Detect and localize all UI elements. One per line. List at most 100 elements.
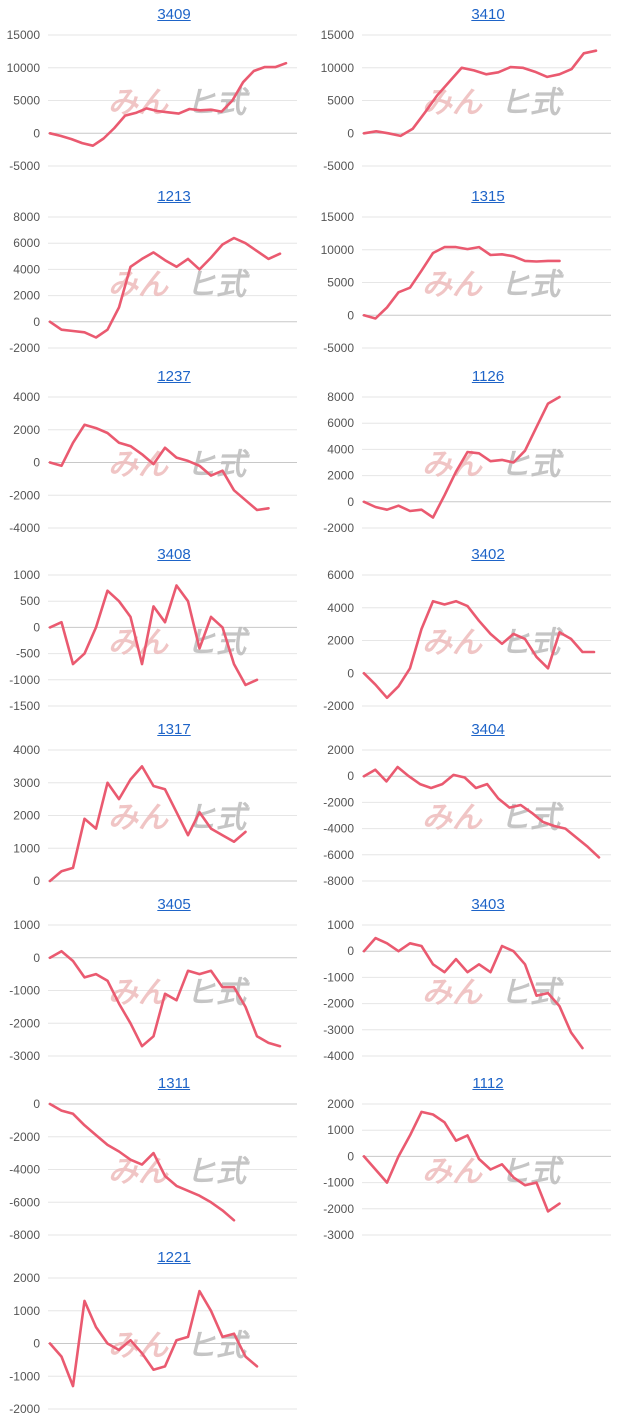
y-tick-label: 2000 bbox=[327, 743, 354, 757]
series-line bbox=[362, 395, 561, 519]
y-tick-label: 4000 bbox=[327, 442, 354, 456]
chart-title-link[interactable]: 1126 bbox=[471, 368, 505, 385]
series-line bbox=[48, 765, 247, 883]
y-tick-label: 5000 bbox=[327, 276, 354, 290]
line-chart-1237: 4000 2000 0 -2000 -4000 みん ヒ式 bbox=[9, 390, 297, 535]
y-tick-label: 0 bbox=[347, 769, 354, 783]
chart-panel-3403: 3403 1000 0 -1000 -2000 -3000 -4000 みん ヒ式 bbox=[314, 890, 614, 1063]
chart-title-link[interactable]: 3410 bbox=[471, 6, 505, 23]
y-tick-label: -4000 bbox=[9, 1163, 40, 1177]
chart-panel-3405: 3405 1000 0 -1000 -2000 -3000 みん ヒ式 bbox=[0, 890, 300, 1063]
line-chart-1213: 8000 6000 4000 2000 0 -2000 みん ヒ式 bbox=[9, 210, 297, 355]
watermark-logo: みん ヒ式 bbox=[422, 448, 564, 483]
y-tick-label: 1000 bbox=[13, 568, 40, 582]
y-tick-label: 0 bbox=[347, 126, 354, 140]
svg-text:みん: みん bbox=[108, 268, 169, 303]
series-line bbox=[362, 765, 601, 859]
chart-title-link[interactable]: 1112 bbox=[472, 1075, 504, 1092]
svg-text:ヒ式: ヒ式 bbox=[500, 86, 564, 121]
line-chart-1126: 8000 6000 4000 2000 0 -2000 みん ヒ式 bbox=[323, 390, 611, 535]
y-tick-label: -2000 bbox=[9, 1130, 40, 1144]
y-tick-label: -8000 bbox=[9, 1228, 40, 1242]
y-tick-label: 2000 bbox=[13, 1271, 40, 1285]
y-tick-label: 15000 bbox=[321, 28, 355, 42]
y-tick-label: -2000 bbox=[9, 341, 40, 355]
y-tick-label: 6000 bbox=[327, 568, 354, 582]
chart-title-link[interactable]: 3405 bbox=[157, 896, 191, 913]
chart-title-link[interactable]: 1221 bbox=[157, 1249, 191, 1266]
watermark-logo: みん ヒ式 bbox=[422, 268, 564, 303]
y-tick-label: -3000 bbox=[323, 1023, 354, 1037]
y-tick-label: 0 bbox=[347, 495, 354, 509]
y-tick-label: -2000 bbox=[9, 488, 40, 502]
chart-title-link[interactable]: 3402 bbox=[471, 546, 505, 563]
series-line bbox=[362, 936, 584, 1050]
chart-title-link[interactable]: 1317 bbox=[157, 721, 191, 738]
y-tick-label: -2000 bbox=[323, 1202, 354, 1216]
chart-title-link[interactable]: 1213 bbox=[157, 188, 191, 205]
y-tick-label: -1000 bbox=[323, 1176, 354, 1190]
y-tick-label: 4000 bbox=[13, 390, 40, 404]
svg-text:みん: みん bbox=[108, 976, 169, 1011]
line-chart-1315: 15000 10000 5000 0 -5000 みん ヒ式 bbox=[321, 210, 611, 355]
y-tick-label: -1000 bbox=[9, 673, 40, 687]
chart-title-link[interactable]: 1311 bbox=[157, 1075, 191, 1092]
y-tick-label: 2000 bbox=[13, 423, 40, 437]
line-chart-1112: 2000 1000 0 -1000 -2000 -3000 みん ヒ式 bbox=[323, 1097, 611, 1242]
y-tick-label: 2000 bbox=[327, 469, 354, 483]
y-tick-label: 15000 bbox=[321, 210, 355, 224]
chart-title-link[interactable]: 3409 bbox=[157, 6, 191, 23]
y-tick-label: 5000 bbox=[13, 94, 40, 108]
y-tick-label: 0 bbox=[33, 1097, 40, 1111]
y-tick-label: 0 bbox=[347, 308, 354, 322]
chart-panel-1213: 1213 8000 6000 4000 2000 0 -2000 みん ヒ式 bbox=[0, 182, 300, 355]
y-tick-label: -2000 bbox=[9, 1016, 40, 1030]
watermark-logo: みん ヒ式 bbox=[422, 1155, 564, 1190]
chart-panel-1221: 1221 2000 1000 0 -1000 -2000 みん ヒ式 bbox=[0, 1243, 300, 1416]
svg-text:ヒ式: ヒ式 bbox=[186, 86, 250, 121]
y-tick-label: -6000 bbox=[9, 1195, 40, 1209]
y-tick-label: -4000 bbox=[9, 521, 40, 535]
watermark-logo: みん ヒ式 bbox=[422, 86, 564, 121]
y-tick-label: 10000 bbox=[7, 61, 41, 75]
series-line bbox=[362, 1110, 561, 1213]
svg-text:みん: みん bbox=[422, 626, 483, 661]
chart-title-link[interactable]: 3408 bbox=[157, 546, 191, 563]
line-chart-1311: 0 -2000 -4000 -6000 -8000 みん ヒ式 bbox=[9, 1097, 297, 1242]
y-tick-label: 0 bbox=[347, 666, 354, 680]
chart-panel-3409: 3409 15000 10000 5000 0 -5000 みん ヒ式 bbox=[0, 0, 300, 173]
svg-text:みん: みん bbox=[108, 801, 169, 836]
svg-text:ヒ式: ヒ式 bbox=[500, 626, 564, 661]
chart-title-link[interactable]: 3404 bbox=[471, 721, 505, 738]
y-tick-label: 1000 bbox=[327, 918, 354, 932]
y-tick-label: 10000 bbox=[321, 61, 355, 75]
chart-panel-1112: 1112 2000 1000 0 -1000 -2000 -3000 みん ヒ式 bbox=[314, 1069, 614, 1242]
watermark-logo: みん ヒ式 bbox=[108, 268, 250, 303]
chart-panel-3402: 3402 6000 4000 2000 0 -2000 みん ヒ式 bbox=[314, 540, 614, 713]
y-tick-label: -4000 bbox=[323, 822, 354, 836]
chart-title-link[interactable]: 3403 bbox=[471, 896, 505, 913]
y-tick-label: 0 bbox=[33, 620, 40, 634]
watermark-logo: みん ヒ式 bbox=[108, 448, 250, 483]
y-tick-label: 5000 bbox=[327, 94, 354, 108]
chart-panel-1237: 1237 4000 2000 0 -2000 -4000 みん ヒ式 bbox=[0, 362, 300, 535]
svg-text:ヒ式: ヒ式 bbox=[500, 268, 564, 303]
y-tick-label: -5000 bbox=[323, 159, 354, 173]
svg-text:みん: みん bbox=[108, 1329, 169, 1364]
series-line bbox=[48, 1289, 259, 1388]
line-chart-3409: 15000 10000 5000 0 -5000 みん ヒ式 bbox=[7, 28, 297, 173]
series-line bbox=[48, 423, 270, 512]
chart-title-link[interactable]: 1315 bbox=[471, 188, 505, 205]
chart-title-link[interactable]: 1237 bbox=[157, 368, 191, 385]
watermark-logo: みん ヒ式 bbox=[422, 801, 564, 836]
line-chart-3402: 6000 4000 2000 0 -2000 みん ヒ式 bbox=[323, 568, 611, 713]
svg-text:ヒ式: ヒ式 bbox=[500, 448, 564, 483]
y-tick-label: 0 bbox=[33, 1337, 40, 1351]
watermark-logo: みん ヒ式 bbox=[422, 626, 564, 661]
chart-panel-3404: 3404 2000 0 -2000 -4000 -6000 -8000 みん ヒ式 bbox=[314, 715, 614, 888]
y-tick-label: 0 bbox=[33, 315, 40, 329]
y-tick-label: 0 bbox=[33, 874, 40, 888]
line-chart-3410: 15000 10000 5000 0 -5000 みん ヒ式 bbox=[321, 28, 611, 173]
chart-panel-1317: 1317 4000 3000 2000 1000 0 みん ヒ式 bbox=[0, 715, 300, 888]
